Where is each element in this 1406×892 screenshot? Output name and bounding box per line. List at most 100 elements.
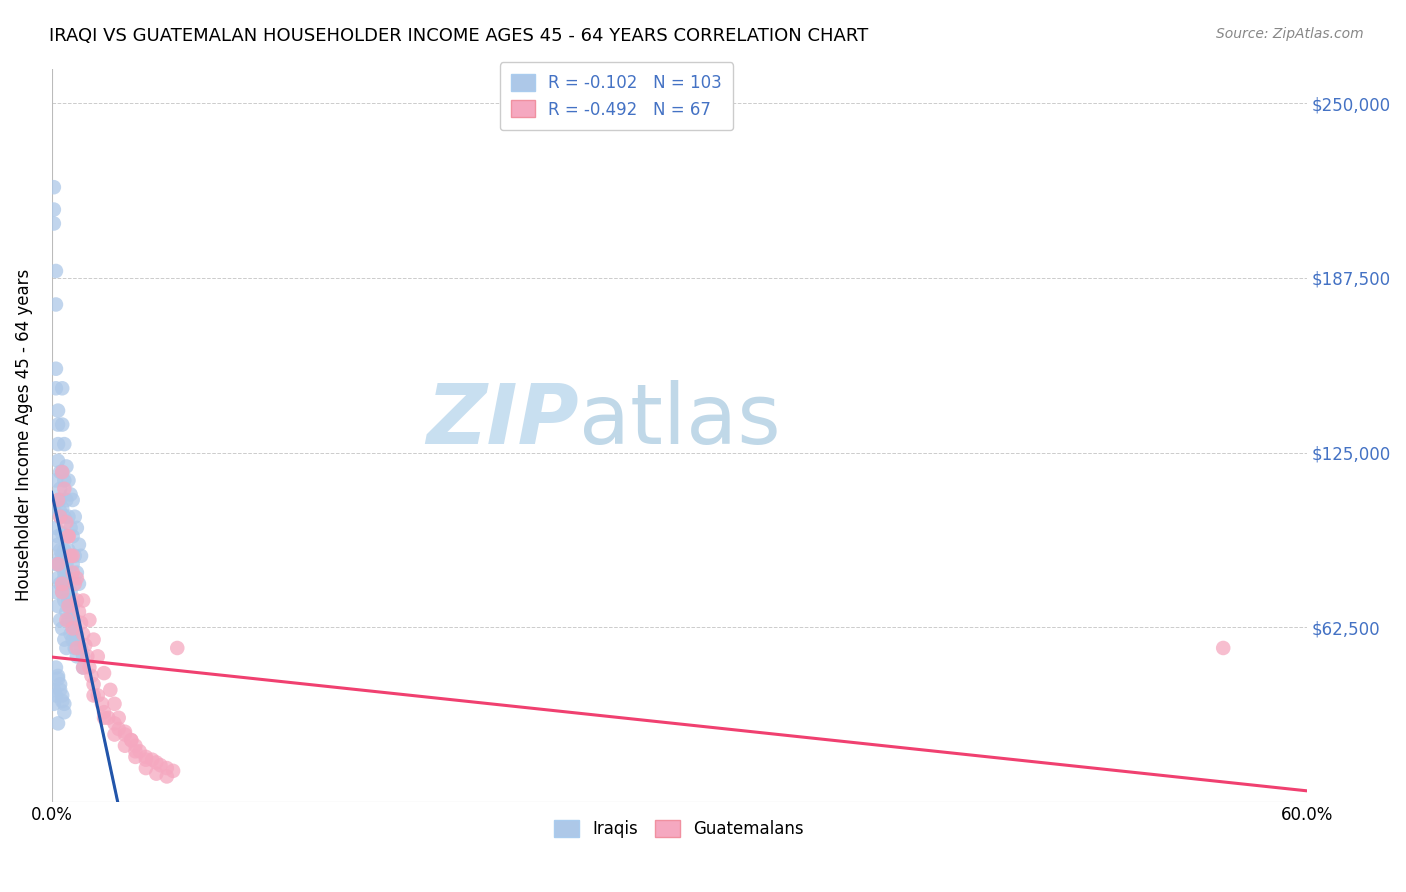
Point: [120, 733, 142, 747]
Point: [45, 264, 67, 278]
Point: [51, 689, 73, 703]
Point: [49, 493, 72, 508]
Point: [149, 758, 172, 772]
Point: [83, 677, 105, 691]
Point: [70, 615, 93, 630]
Point: [59, 549, 82, 563]
Point: [63, 622, 86, 636]
Point: [51, 560, 73, 574]
Point: [49, 613, 72, 627]
Point: [46, 571, 69, 585]
Point: [53, 566, 76, 580]
Point: [51, 622, 73, 636]
Point: [55, 516, 77, 530]
Point: [49, 482, 72, 496]
Point: [46, 599, 69, 613]
Point: [46, 716, 69, 731]
Point: [49, 543, 72, 558]
Point: [66, 571, 89, 585]
Point: [45, 474, 67, 488]
Point: [79, 660, 101, 674]
Point: [45, 558, 67, 572]
Point: [75, 638, 97, 652]
Point: [49, 549, 72, 563]
Point: [62, 622, 84, 636]
Point: [49, 677, 72, 691]
Point: [162, 764, 184, 778]
Point: [58, 529, 80, 543]
Point: [66, 632, 89, 647]
Point: [55, 558, 77, 572]
Point: [128, 744, 150, 758]
Point: [107, 711, 129, 725]
Point: [58, 613, 80, 627]
Point: [42, 217, 65, 231]
Point: [53, 697, 76, 711]
Point: [53, 543, 76, 558]
Point: [72, 627, 94, 641]
Point: [67, 605, 90, 619]
Point: [55, 613, 77, 627]
Point: [42, 697, 65, 711]
Text: ZIP: ZIP: [426, 380, 579, 461]
Point: [107, 722, 129, 736]
Point: [46, 437, 69, 451]
Point: [46, 454, 69, 468]
Point: [70, 549, 93, 563]
Text: IRAQI VS GUATEMALAN HOUSEHOLDER INCOME AGES 45 - 64 YEARS CORRELATION CHART: IRAQI VS GUATEMALAN HOUSEHOLDER INCOME A…: [49, 27, 869, 45]
Point: [49, 576, 72, 591]
Point: [124, 744, 146, 758]
Point: [83, 689, 105, 703]
Point: [114, 727, 136, 741]
Point: [135, 761, 157, 775]
Point: [145, 766, 167, 780]
Point: [53, 437, 76, 451]
Point: [67, 576, 90, 591]
Point: [42, 180, 65, 194]
Point: [45, 660, 67, 674]
Point: [63, 549, 86, 563]
Point: [55, 576, 77, 591]
Point: [87, 649, 110, 664]
Point: [51, 549, 73, 563]
Point: [62, 558, 84, 572]
Point: [58, 593, 80, 607]
Point: [166, 640, 188, 655]
Point: [49, 465, 72, 479]
Point: [72, 660, 94, 674]
Point: [80, 669, 103, 683]
Point: [55, 605, 77, 619]
Point: [62, 613, 84, 627]
Point: [46, 558, 69, 572]
Point: [53, 593, 76, 607]
Point: [46, 493, 69, 508]
Point: [55, 493, 77, 508]
Point: [156, 761, 179, 775]
Point: [58, 593, 80, 607]
Point: [45, 585, 67, 599]
Point: [53, 571, 76, 585]
Point: [103, 697, 125, 711]
Point: [66, 566, 89, 580]
Point: [55, 582, 77, 597]
Point: [72, 660, 94, 674]
Point: [93, 666, 115, 681]
Point: [59, 487, 82, 501]
Point: [51, 585, 73, 599]
Point: [70, 640, 93, 655]
Point: [66, 521, 89, 535]
Point: [46, 403, 69, 417]
Point: [53, 705, 76, 719]
Point: [1212, 640, 1234, 655]
Point: [141, 753, 163, 767]
Point: [62, 632, 84, 647]
Point: [51, 585, 73, 599]
Point: [46, 417, 69, 432]
Point: [83, 632, 105, 647]
Point: [87, 689, 110, 703]
Point: [49, 504, 72, 518]
Point: [46, 493, 69, 508]
Point: [103, 716, 125, 731]
Point: [62, 529, 84, 543]
Point: [67, 538, 90, 552]
